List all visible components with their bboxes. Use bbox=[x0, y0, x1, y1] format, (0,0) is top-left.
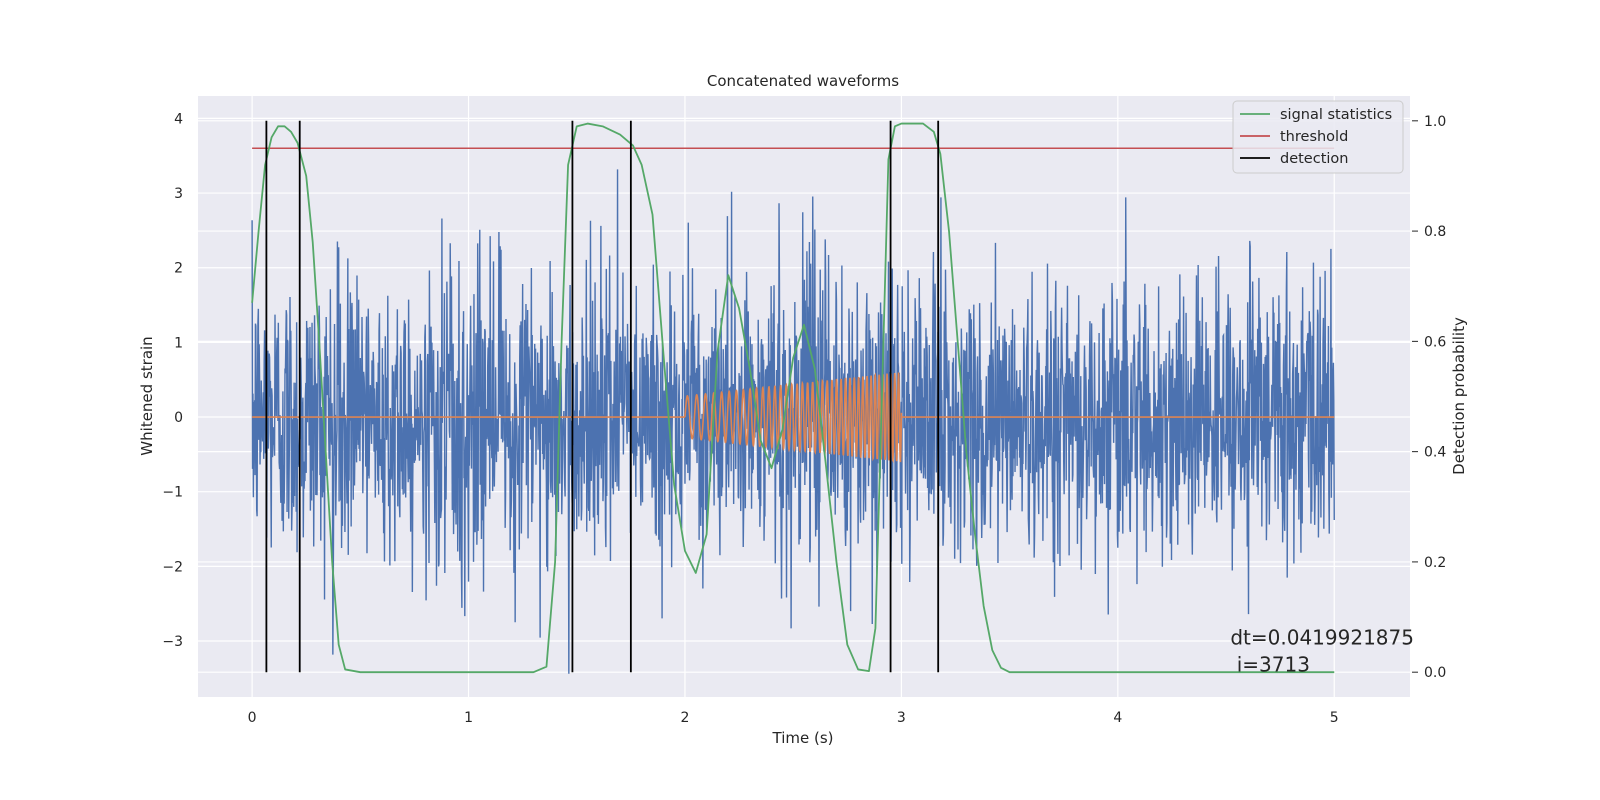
legend-label: threshold bbox=[1280, 129, 1348, 145]
y-tick-label: −1 bbox=[162, 485, 183, 501]
x-tick-label: 0 bbox=[248, 710, 257, 726]
y-tick-label: 1 bbox=[174, 335, 183, 351]
x-tick-label: 5 bbox=[1330, 710, 1339, 726]
axis-ticks: 0 1 2 3 4 5 −3 −2 −1 0 1 2 3 4 0.0 0.2 0.4 0.6 0.8 1.0 bbox=[162, 111, 1446, 726]
y2-tick-label: 0.4 bbox=[1424, 445, 1446, 461]
y-tick-label: 3 bbox=[174, 186, 183, 202]
y-tick-label: 0 bbox=[174, 410, 183, 426]
y-tick-label: 4 bbox=[174, 111, 183, 127]
legend: signal statistics threshold detection bbox=[1232, 100, 1404, 174]
y2-axis-label: Detection probability bbox=[1450, 317, 1468, 475]
legend-frame bbox=[1232, 100, 1404, 174]
y2-tick-label: 0.8 bbox=[1424, 224, 1446, 240]
y2-tick-label: 0.6 bbox=[1424, 334, 1446, 350]
y-tick-label: 2 bbox=[174, 261, 183, 277]
legend-label: signal statistics bbox=[1280, 107, 1392, 123]
chart-title: Concatenated waveforms bbox=[707, 72, 899, 90]
x-axis-label: Time (s) bbox=[772, 729, 834, 747]
y-tick-label: −3 bbox=[162, 634, 183, 650]
annotation-dt: dt=0.0419921875 bbox=[1230, 625, 1414, 649]
annotation-index: i=3713 bbox=[1230, 652, 1310, 676]
x-tick-label: 2 bbox=[681, 710, 690, 726]
y-axis-label: Whitened strain bbox=[138, 336, 156, 455]
x-tick-label: 1 bbox=[464, 710, 473, 726]
y-tick-label: −2 bbox=[162, 559, 183, 575]
plot-layer bbox=[251, 120, 1335, 674]
x-tick-label: 3 bbox=[897, 710, 906, 726]
y2-tick-label: 0.0 bbox=[1424, 665, 1446, 681]
y2-tick-label: 1.0 bbox=[1424, 114, 1446, 130]
x-tick-label: 4 bbox=[1113, 710, 1122, 726]
y2-tick-label: 0.2 bbox=[1424, 555, 1446, 571]
legend-label: detection bbox=[1280, 151, 1348, 167]
